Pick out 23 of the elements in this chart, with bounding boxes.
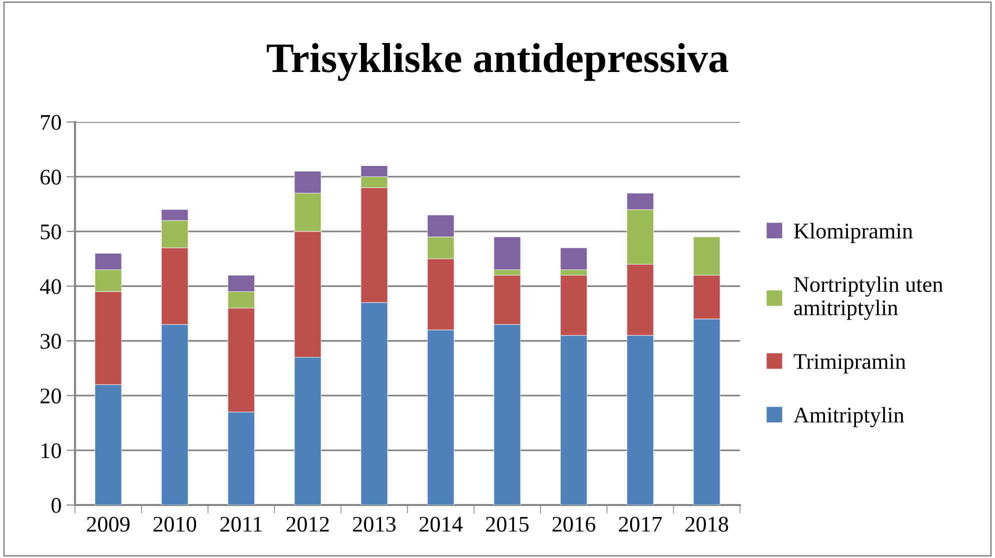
x-tick-label: 2010 xyxy=(154,516,196,532)
x-tick-label: 2009 xyxy=(87,516,130,532)
x-tick-label: 2013 xyxy=(353,516,396,532)
x-tick-label: 2017 xyxy=(619,516,662,532)
x-tick-label: 2018 xyxy=(686,516,728,532)
y-tick-label: 60 xyxy=(40,170,61,185)
y-tick-label: 0 xyxy=(52,498,61,513)
x-tick-label: 2016 xyxy=(552,516,596,532)
legend-label: Amitriptylin xyxy=(794,406,904,428)
legend-label: Trimipramin xyxy=(794,354,906,374)
x-tick-label: 2011 xyxy=(220,516,262,532)
y-tick-label: 50 xyxy=(40,224,61,240)
x-tick-label: 2015 xyxy=(486,516,529,532)
y-tick-label: 70 xyxy=(41,114,61,130)
chart-title: Trisykliske antidepressiva xyxy=(266,43,728,81)
y-tick-label: 30 xyxy=(40,334,61,349)
y-tick-label: 20 xyxy=(40,388,61,404)
x-tick-label: 2012 xyxy=(286,516,329,532)
legend-label: Nortriptylin uten amitriptylin xyxy=(794,276,943,320)
x-tick-label: 2014 xyxy=(420,516,463,532)
y-tick-label: 10 xyxy=(42,443,61,458)
y-tick-label: 40 xyxy=(40,279,61,294)
legend-label: Klomipramin xyxy=(794,222,913,244)
